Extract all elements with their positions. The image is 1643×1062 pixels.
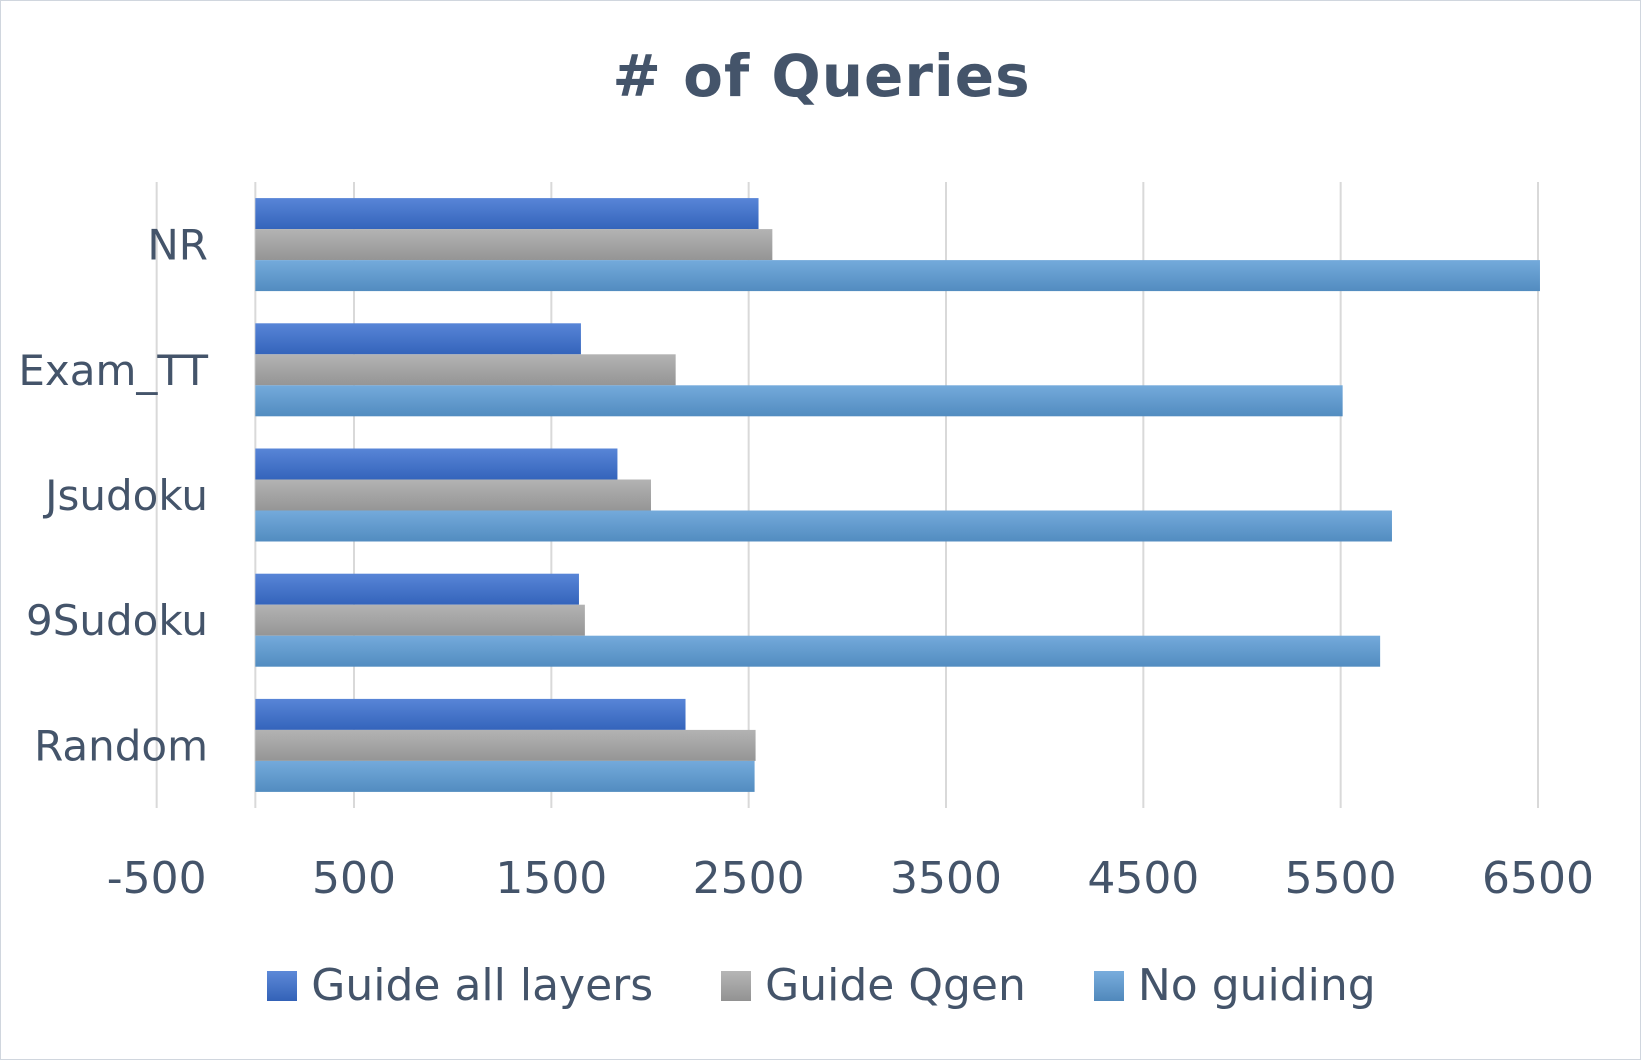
bar-exam-tt-no-guiding	[255, 385, 1343, 417]
bar-random-guide-all-layers	[255, 698, 686, 730]
x-tick-label-6500: 6500	[1482, 853, 1594, 904]
x-tick-label-4500: 4500	[1087, 853, 1199, 904]
legend-swatch-guide-all-layers	[267, 970, 298, 1001]
bar-nr-no-guiding	[255, 260, 1540, 292]
x-tick-label-1500: 1500	[495, 853, 607, 904]
category-label-random: Random	[34, 721, 208, 770]
bar-jsudoku-guide-all-layers	[255, 448, 618, 480]
bar-jsudoku-no-guiding	[255, 510, 1392, 542]
legend-label-guide-qgen: Guide Qgen	[765, 960, 1026, 1011]
bar-exam-tt-guide-qgen	[255, 354, 676, 386]
bar-9sudoku-guide-all-layers	[255, 573, 579, 605]
legend-item-guide-all-layers: Guide all layers	[267, 960, 653, 1011]
legend-item-no-guiding: No guiding	[1093, 960, 1376, 1011]
category-label-9sudoku: 9Sudoku	[26, 596, 208, 645]
bar-9sudoku-no-guiding	[255, 635, 1381, 667]
x-tick-label-500: 500	[312, 853, 396, 904]
legend-swatch-no-guiding	[1093, 970, 1124, 1001]
bar-exam-tt-guide-all-layers	[255, 323, 581, 355]
bar-random-guide-qgen	[255, 729, 756, 761]
category-label-nr: NR	[147, 221, 208, 270]
bar-random-no-guiding	[255, 760, 755, 792]
bar-nr-guide-all-layers	[255, 198, 759, 230]
legend-swatch-guide-qgen	[721, 970, 752, 1001]
category-label-exam-tt: Exam_TT	[18, 346, 208, 395]
legend-label-guide-all-layers: Guide all layers	[311, 960, 654, 1011]
chart-title: # of Queries	[612, 42, 1031, 110]
chart-legend: Guide all layers Guide Qgen No guiding	[0, 960, 1643, 1011]
x-tick-label--500: -500	[107, 853, 207, 904]
x-tick-label-2500: 2500	[693, 853, 805, 904]
legend-item-guide-qgen: Guide Qgen	[721, 960, 1026, 1011]
bar-9sudoku-guide-qgen	[255, 604, 585, 636]
legend-label-no-guiding: No guiding	[1137, 960, 1376, 1011]
x-tick-label-3500: 3500	[890, 853, 1002, 904]
x-tick-label-5500: 5500	[1285, 853, 1397, 904]
category-label-jsudoku: Jsudoku	[42, 471, 208, 520]
bar-nr-guide-qgen	[255, 229, 773, 261]
bar-jsudoku-guide-qgen	[255, 479, 651, 511]
